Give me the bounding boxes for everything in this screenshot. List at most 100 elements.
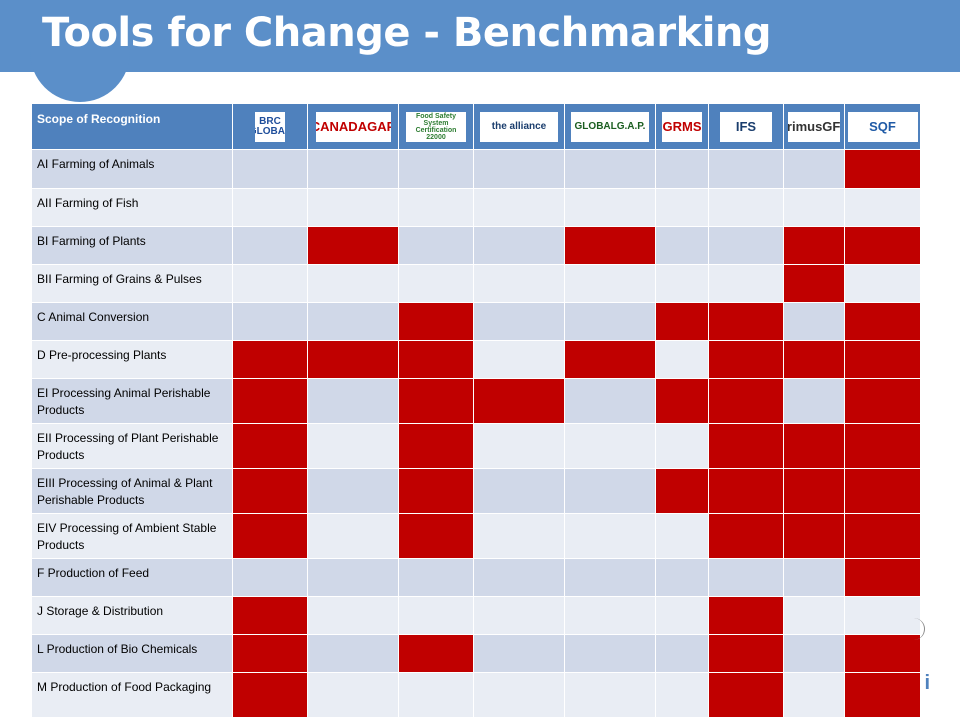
recognized-cell bbox=[232, 378, 308, 424]
empty-cell bbox=[232, 302, 308, 341]
recognized-cell bbox=[844, 302, 921, 341]
recognized-cell bbox=[844, 378, 921, 424]
recognized-cell bbox=[232, 634, 308, 673]
recognized-cell bbox=[844, 513, 921, 559]
empty-cell bbox=[844, 188, 921, 227]
empty-cell bbox=[307, 302, 399, 341]
recognized-cell bbox=[232, 468, 308, 514]
empty-cell bbox=[307, 188, 399, 227]
empty-cell bbox=[783, 378, 845, 424]
empty-cell bbox=[307, 264, 399, 303]
sqf-logo-text: SQF bbox=[869, 119, 896, 134]
table-row: C Animal Conversion bbox=[31, 302, 921, 341]
empty-cell bbox=[655, 264, 709, 303]
empty-cell bbox=[398, 672, 474, 718]
recognized-cell bbox=[844, 634, 921, 673]
table-row: AI Farming of Animals bbox=[31, 149, 921, 189]
recognized-cell bbox=[844, 468, 921, 514]
table-row: EIV Processing of Ambient Stable Product… bbox=[31, 513, 921, 559]
empty-cell bbox=[473, 188, 565, 227]
empty-cell bbox=[844, 596, 921, 635]
empty-cell bbox=[708, 558, 784, 597]
empty-cell bbox=[232, 558, 308, 597]
recognized-cell bbox=[844, 149, 921, 189]
recognized-cell bbox=[783, 468, 845, 514]
empty-cell bbox=[564, 149, 656, 189]
empty-cell bbox=[232, 188, 308, 227]
recognized-cell bbox=[398, 468, 474, 514]
empty-cell bbox=[783, 149, 845, 189]
recognized-cell bbox=[398, 378, 474, 424]
empty-cell bbox=[473, 423, 565, 469]
empty-cell bbox=[398, 596, 474, 635]
empty-cell bbox=[564, 634, 656, 673]
empty-cell bbox=[473, 340, 565, 379]
recognized-cell bbox=[708, 634, 784, 673]
recognized-cell bbox=[655, 378, 709, 424]
empty-cell bbox=[473, 149, 565, 189]
canadagap-logo-text: CANADAGAP bbox=[316, 119, 391, 134]
scope-header: Scope of Recognition bbox=[31, 103, 233, 150]
empty-cell bbox=[564, 378, 656, 424]
empty-cell bbox=[307, 672, 399, 718]
empty-cell bbox=[655, 596, 709, 635]
row-label: F Production of Feed bbox=[31, 558, 233, 597]
empty-cell bbox=[564, 513, 656, 559]
empty-cell bbox=[307, 423, 399, 469]
empty-cell bbox=[232, 149, 308, 189]
fssc-22000-logo-text: Food Safety System Certification 22000 bbox=[415, 112, 457, 141]
recognized-cell bbox=[655, 468, 709, 514]
empty-cell bbox=[398, 226, 474, 265]
recognized-cell bbox=[708, 468, 784, 514]
row-label: M Production of Food Packaging bbox=[31, 672, 233, 718]
fssc-22000-logo: Food Safety System Certification 22000 bbox=[398, 103, 474, 150]
empty-cell bbox=[564, 188, 656, 227]
empty-cell bbox=[783, 302, 845, 341]
recognized-cell bbox=[783, 340, 845, 379]
recognized-cell bbox=[844, 226, 921, 265]
empty-cell bbox=[307, 513, 399, 559]
empty-cell bbox=[655, 672, 709, 718]
recognized-cell bbox=[844, 558, 921, 597]
empty-cell bbox=[398, 149, 474, 189]
row-label: BII Farming of Grains & Pulses bbox=[31, 264, 233, 303]
recognized-cell bbox=[564, 226, 656, 265]
recognized-cell bbox=[398, 423, 474, 469]
table-row: J Storage & Distribution bbox=[31, 596, 921, 635]
empty-cell bbox=[564, 264, 656, 303]
row-label: J Storage & Distribution bbox=[31, 596, 233, 635]
row-label: EI Processing Animal Perishable Products bbox=[31, 378, 233, 424]
table-row: F Production of Feed bbox=[31, 558, 921, 597]
recognized-cell bbox=[232, 672, 308, 718]
recognized-cell bbox=[232, 596, 308, 635]
recognized-cell bbox=[398, 302, 474, 341]
row-label: AII Farming of Fish bbox=[31, 188, 233, 227]
globalgap-logo-text: GLOBALG.A.P. bbox=[574, 120, 646, 132]
empty-cell bbox=[473, 226, 565, 265]
recognized-cell bbox=[844, 672, 921, 718]
empty-cell bbox=[307, 558, 399, 597]
row-label: C Animal Conversion bbox=[31, 302, 233, 341]
recognized-cell bbox=[655, 302, 709, 341]
recognized-cell bbox=[708, 340, 784, 379]
recognized-cell bbox=[783, 264, 845, 303]
empty-cell bbox=[307, 634, 399, 673]
table-row: AII Farming of Fish bbox=[31, 188, 921, 227]
ifs-logo-text: IFS bbox=[735, 119, 757, 134]
row-label: EIV Processing of Ambient Stable Product… bbox=[31, 513, 233, 559]
ifs-logo: IFS bbox=[708, 103, 784, 150]
recognized-cell bbox=[844, 340, 921, 379]
recognized-cell bbox=[708, 378, 784, 424]
slide-title: Tools for Change - Benchmarking bbox=[42, 10, 772, 56]
empty-cell bbox=[307, 149, 399, 189]
empty-cell bbox=[783, 634, 845, 673]
brc-global-logo: BRC GLOBAL bbox=[232, 103, 308, 150]
row-label: D Pre-processing Plants bbox=[31, 340, 233, 379]
row-label: AI Farming of Animals bbox=[31, 149, 233, 189]
empty-cell bbox=[708, 264, 784, 303]
table-row: BII Farming of Grains & Pulses bbox=[31, 264, 921, 303]
recognized-cell bbox=[307, 226, 399, 265]
recognized-cell bbox=[232, 513, 308, 559]
empty-cell bbox=[655, 226, 709, 265]
table-row: EIII Processing of Animal & Plant Perish… bbox=[31, 468, 921, 514]
